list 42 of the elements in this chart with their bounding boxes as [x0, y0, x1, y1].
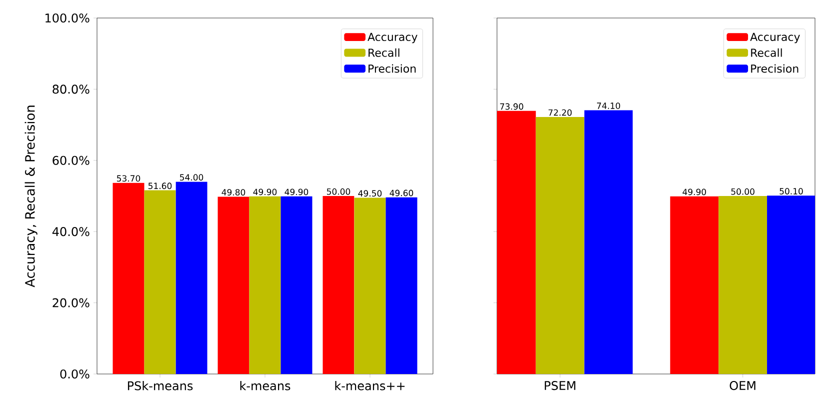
y-tick-label: 60.0% — [52, 156, 90, 165]
bar — [354, 198, 386, 374]
x-tick-label: PSEM — [544, 381, 576, 390]
y-tick-label: 0.0% — [60, 369, 90, 379]
bar — [144, 190, 176, 374]
data-label: 51.60 — [148, 182, 172, 190]
data-label: 50.00 — [326, 188, 350, 195]
data-label: 49.80 — [222, 189, 246, 196]
data-label: 49.90 — [284, 188, 308, 196]
data-label: 49.50 — [358, 190, 382, 197]
bar — [112, 182, 144, 374]
y-tick-label: 20.0% — [52, 298, 90, 308]
x-tick-label: PSk-means — [128, 381, 193, 390]
y-axis-title: Accuracy, Recall & Precision — [24, 106, 38, 288]
legend-label: Precision — [751, 64, 798, 73]
y-tick-label: 100.0% — [46, 13, 90, 23]
legend-label: Accuracy — [750, 32, 800, 44]
data-label: 49.90 — [682, 188, 706, 196]
data-label: 73.90 — [500, 103, 524, 110]
legend-label: Precision — [368, 64, 416, 73]
data-label: 54.00 — [180, 174, 204, 181]
x-tick-label: OEM — [730, 381, 756, 390]
bar — [322, 196, 354, 374]
legend-label: Accuracy — [368, 32, 418, 44]
bar — [176, 182, 208, 374]
y-tick-label: 40.0% — [52, 227, 90, 236]
x-tick-label: k-means++ — [335, 381, 405, 390]
data-label: 53.70 — [117, 175, 140, 182]
bar — [218, 196, 250, 374]
data-label: 49.90 — [253, 188, 277, 196]
legend-label: Recall — [368, 48, 400, 57]
y-tick-label: 80.0% — [52, 84, 90, 94]
data-label: 50.00 — [731, 188, 754, 195]
data-label: 49.60 — [390, 190, 414, 196]
x-tick-label: k-means — [240, 381, 290, 390]
bar — [280, 196, 312, 374]
data-label: 74.10 — [597, 102, 620, 109]
bar — [249, 196, 281, 374]
legend-label: Recall — [751, 48, 782, 57]
data-label: 72.20 — [548, 109, 572, 116]
data-label: 50.10 — [780, 188, 803, 194]
bar — [386, 197, 418, 374]
